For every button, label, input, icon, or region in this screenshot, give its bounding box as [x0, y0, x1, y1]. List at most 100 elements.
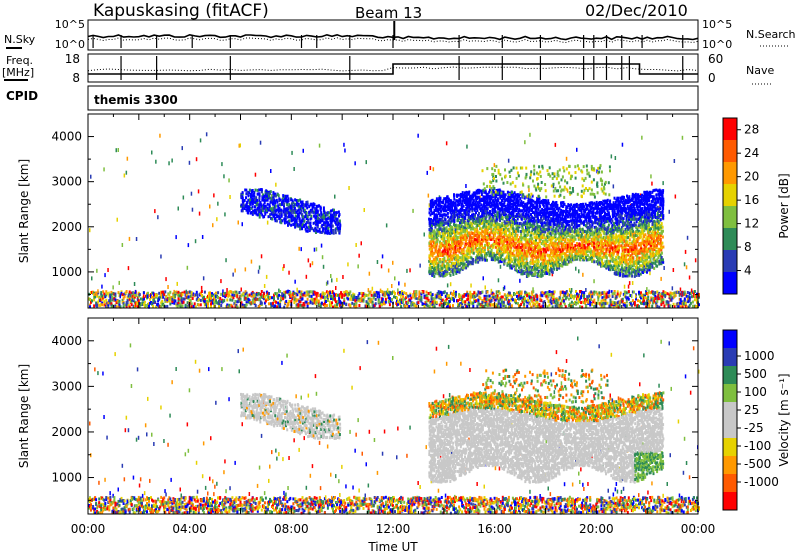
data-cell — [452, 272, 455, 276]
data-cell — [191, 207, 194, 212]
data-cell — [433, 274, 436, 278]
data-cell — [488, 217, 491, 221]
data-cell — [462, 300, 465, 304]
data-cell — [618, 304, 621, 308]
data-cell — [477, 250, 480, 254]
data-cell — [501, 204, 504, 208]
data-cell — [686, 235, 689, 240]
data-cell — [483, 217, 486, 221]
data-cell — [454, 261, 457, 265]
data-cell — [481, 237, 483, 241]
data-cell — [493, 203, 496, 206]
data-cell — [462, 254, 465, 258]
data-cell — [223, 174, 225, 179]
data-cell — [457, 256, 460, 260]
data-cell — [466, 223, 469, 227]
data-cell — [380, 303, 383, 306]
data-cell — [315, 294, 318, 298]
data-cell — [507, 238, 510, 241]
data-cell — [231, 298, 234, 302]
data-cell — [499, 305, 502, 309]
data-cell — [444, 294, 447, 298]
data-cell — [511, 209, 514, 212]
data-cell — [640, 296, 642, 300]
data-cell — [464, 225, 467, 229]
data-cell — [554, 142, 557, 147]
data-cell — [314, 219, 317, 223]
data-cell — [449, 249, 452, 253]
data-cell — [476, 254, 479, 258]
data-cell — [435, 262, 438, 266]
data-cell — [533, 298, 536, 302]
data-cell — [288, 221, 291, 225]
data-cell — [310, 214, 313, 218]
data-cell — [489, 215, 492, 219]
data-cell — [469, 293, 472, 297]
data-cell — [320, 231, 323, 234]
data-cell — [279, 302, 282, 306]
data-cell — [290, 223, 293, 227]
data-cell — [475, 199, 478, 203]
data-cell — [128, 236, 131, 241]
data-cell — [453, 220, 456, 223]
data-cell — [323, 292, 326, 296]
data-cell — [335, 211, 338, 215]
data-cell — [487, 294, 490, 298]
date-title: 02/Dec/2010 — [585, 1, 688, 20]
data-cell — [452, 200, 455, 204]
data-cell — [439, 258, 441, 261]
data-cell — [459, 195, 462, 199]
data-cell — [471, 209, 474, 213]
data-cell — [496, 221, 499, 225]
data-cell — [442, 213, 445, 217]
data-cell — [398, 281, 400, 286]
data-cell — [600, 299, 603, 303]
data-cell — [448, 303, 451, 307]
data-cell — [258, 209, 261, 213]
data-cell — [226, 303, 229, 307]
data-cell — [481, 290, 484, 294]
data-cell — [507, 243, 510, 247]
data-cell — [201, 235, 204, 239]
data-cell — [286, 215, 289, 219]
data-cell — [441, 244, 444, 248]
data-cell — [288, 210, 291, 214]
data-cell — [550, 300, 553, 303]
data-cell — [465, 212, 468, 216]
data-cell — [428, 268, 431, 272]
data-cell — [157, 299, 160, 303]
data-cell — [175, 303, 178, 307]
data-cell — [531, 290, 533, 295]
data-cell — [437, 199, 440, 203]
data-cell — [246, 200, 249, 204]
data-cell — [103, 300, 106, 304]
data-cell — [322, 264, 325, 269]
data-cell — [96, 268, 98, 273]
data-cell — [445, 264, 448, 268]
data-cell — [559, 302, 562, 306]
data-cell — [434, 217, 437, 221]
data-cell — [337, 293, 340, 297]
data-cell — [460, 294, 462, 299]
data-cell — [436, 220, 439, 224]
data-cell — [269, 190, 272, 194]
data-cell — [420, 297, 423, 301]
data-cell — [153, 295, 156, 299]
data-cell — [431, 293, 434, 297]
data-cell — [431, 254, 434, 258]
data-cell — [315, 297, 318, 301]
data-cell — [547, 299, 550, 303]
data-cell — [515, 214, 518, 218]
data-cell — [503, 297, 506, 301]
data-cell — [600, 292, 602, 297]
data-cell — [437, 263, 440, 267]
data-cell — [280, 212, 283, 216]
data-cell — [442, 260, 445, 264]
data-cell — [483, 237, 486, 241]
data-cell — [468, 245, 471, 249]
data-cell — [448, 267, 451, 271]
data-cell — [517, 250, 520, 254]
data-cell — [339, 293, 341, 298]
data-cell — [349, 290, 352, 294]
data-cell — [299, 300, 302, 304]
